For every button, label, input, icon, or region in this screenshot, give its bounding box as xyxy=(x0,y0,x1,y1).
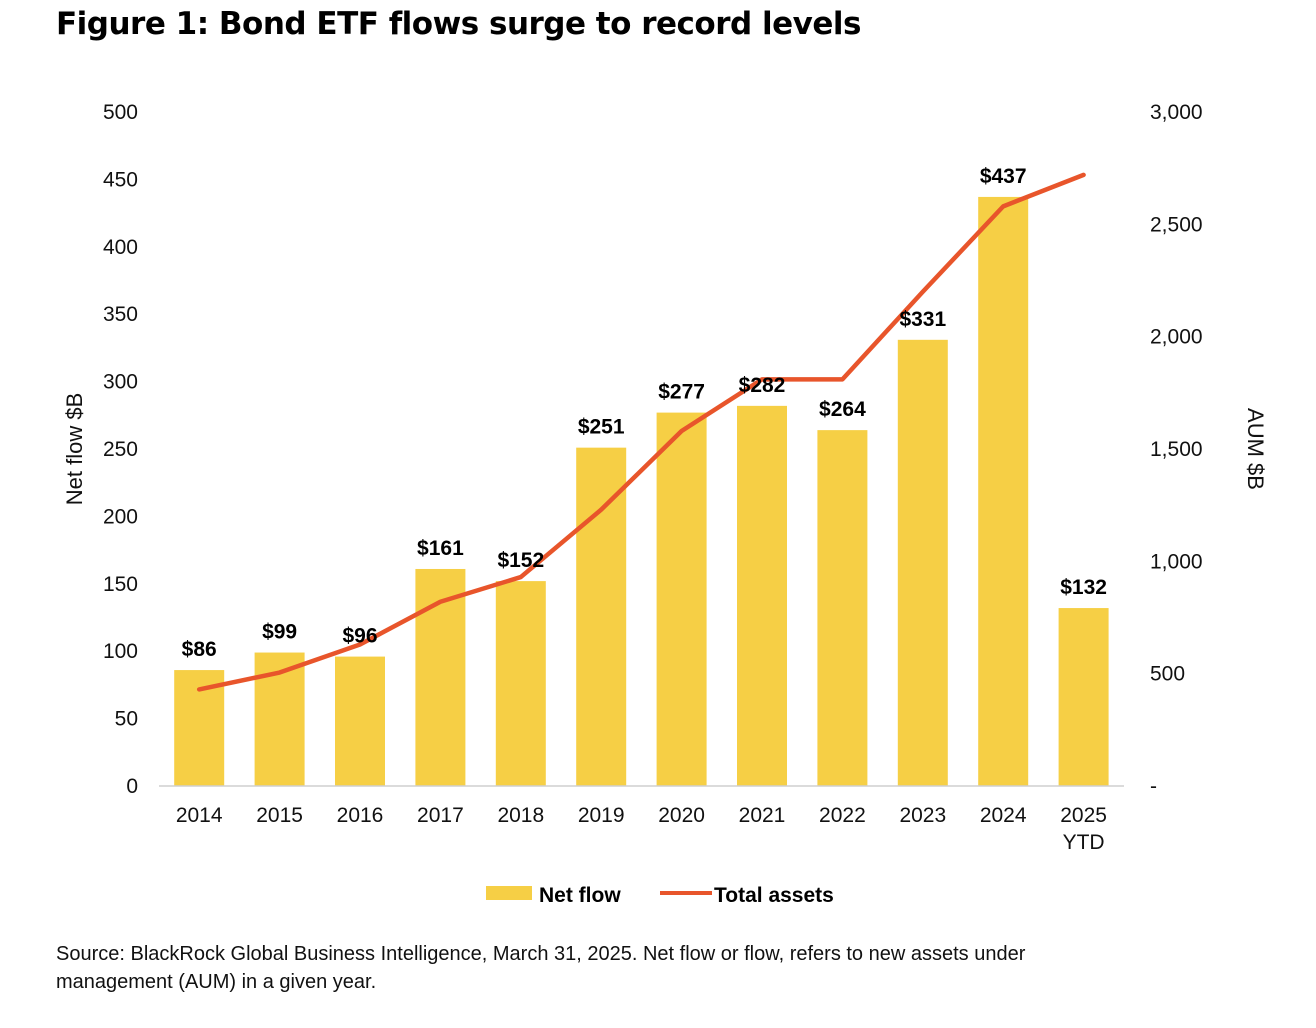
net-flow-data-label: $331 xyxy=(899,308,946,331)
net-flow-data-label: $161 xyxy=(417,537,464,560)
right-tick-label: 500 xyxy=(1150,663,1185,686)
x-tick-label: 2020 xyxy=(658,804,705,827)
x-tick-label: 2024 xyxy=(980,804,1027,827)
net-flow-bar xyxy=(817,430,868,786)
left-tick-label: 0 xyxy=(126,775,138,798)
x-tick-label: 2016 xyxy=(337,804,384,827)
left-tick-label: 250 xyxy=(103,438,138,461)
left-tick-label: 200 xyxy=(103,505,138,528)
net-flow-bar xyxy=(978,196,1029,786)
right-tick-label: 2,500 xyxy=(1150,213,1203,236)
net-flow-data-labels: $86 $99 $96 $161 $152 $251 $277 $282 $264 $331 $43… xyxy=(182,165,1107,661)
x-tick-label: 2025 YTD xyxy=(1060,804,1107,854)
net-flow-bar xyxy=(576,447,627,786)
net-flow-bar xyxy=(415,568,466,786)
net-flow-data-label: $132 xyxy=(1060,576,1107,599)
x-tick-label: 2018 xyxy=(497,804,544,827)
x-tick-label: 2014 xyxy=(176,804,223,827)
x-tick-label: 2022 xyxy=(819,804,866,827)
left-axis-ticks: 0 50 100 150 200 250 300 350 400 450 500 xyxy=(103,101,138,798)
bond-etf-combo-chart: 0 50 100 150 200 250 300 350 400 450 500 - 500 1,000… xyxy=(62,101,1268,907)
right-axis-title: AUM $B xyxy=(1243,408,1268,490)
net-flow-data-label: $251 xyxy=(578,416,625,439)
left-tick-label: 450 xyxy=(103,168,138,191)
right-tick-label: 2,000 xyxy=(1150,326,1203,349)
x-tick-label: 2021 xyxy=(739,804,786,827)
right-tick-label: 3,000 xyxy=(1150,101,1203,124)
net-flow-bar xyxy=(656,412,707,786)
net-flow-bars xyxy=(174,196,1109,786)
legend-total-assets-label: Total assets xyxy=(714,884,834,907)
x-tick-label: 2023 xyxy=(899,804,946,827)
left-tick-label: 150 xyxy=(103,573,138,596)
left-axis-title: Net flow $B xyxy=(62,393,87,506)
net-flow-data-label: $86 xyxy=(182,638,217,661)
x-axis-ticks: 2014 2015 2016 2017 2018 2019 2020 2021 2022 2023… xyxy=(176,804,1107,854)
net-flow-data-label: $437 xyxy=(980,165,1027,188)
net-flow-bar xyxy=(737,405,787,786)
right-tick-label: 1,000 xyxy=(1150,550,1203,573)
x-tick-label: 2017 xyxy=(417,804,464,827)
total-assets-line xyxy=(196,172,1086,692)
left-tick-label: 100 xyxy=(103,640,138,663)
net-flow-bar xyxy=(1058,608,1109,786)
left-tick-label: 50 xyxy=(115,708,138,731)
net-flow-data-label: $264 xyxy=(819,398,866,421)
net-flow-data-label: $152 xyxy=(497,549,544,572)
net-flow-data-label: $277 xyxy=(658,381,705,404)
left-tick-label: 300 xyxy=(103,371,138,394)
net-flow-bar xyxy=(897,339,948,786)
left-tick-label: 500 xyxy=(103,101,138,124)
chart-title: Figure 1: Bond ETF flows surge to record… xyxy=(56,6,861,42)
left-tick-label: 400 xyxy=(103,236,138,259)
x-tick-label: 2019 xyxy=(578,804,625,827)
legend: Net flow Total assets xyxy=(486,884,834,907)
net-flow-bar xyxy=(335,656,385,786)
left-tick-label: 350 xyxy=(103,303,138,326)
legend-net-flow-swatch xyxy=(486,886,532,900)
x-tick-label: 2015 xyxy=(256,804,303,827)
net-flow-data-label: $282 xyxy=(739,374,786,397)
total-assets-line-series xyxy=(196,172,1086,692)
net-flow-bar xyxy=(495,581,546,786)
right-tick-label: - xyxy=(1150,775,1157,798)
source-note: Source: BlackRock Global Business Intell… xyxy=(56,943,1026,993)
right-axis-ticks: - 500 1,000 1,500 2,000 2,500 3,000 xyxy=(1150,101,1203,798)
legend-net-flow-label: Net flow xyxy=(539,884,621,907)
right-tick-label: 1,500 xyxy=(1150,438,1203,461)
net-flow-data-label: $96 xyxy=(342,625,377,648)
net-flow-data-label: $99 xyxy=(262,621,297,644)
